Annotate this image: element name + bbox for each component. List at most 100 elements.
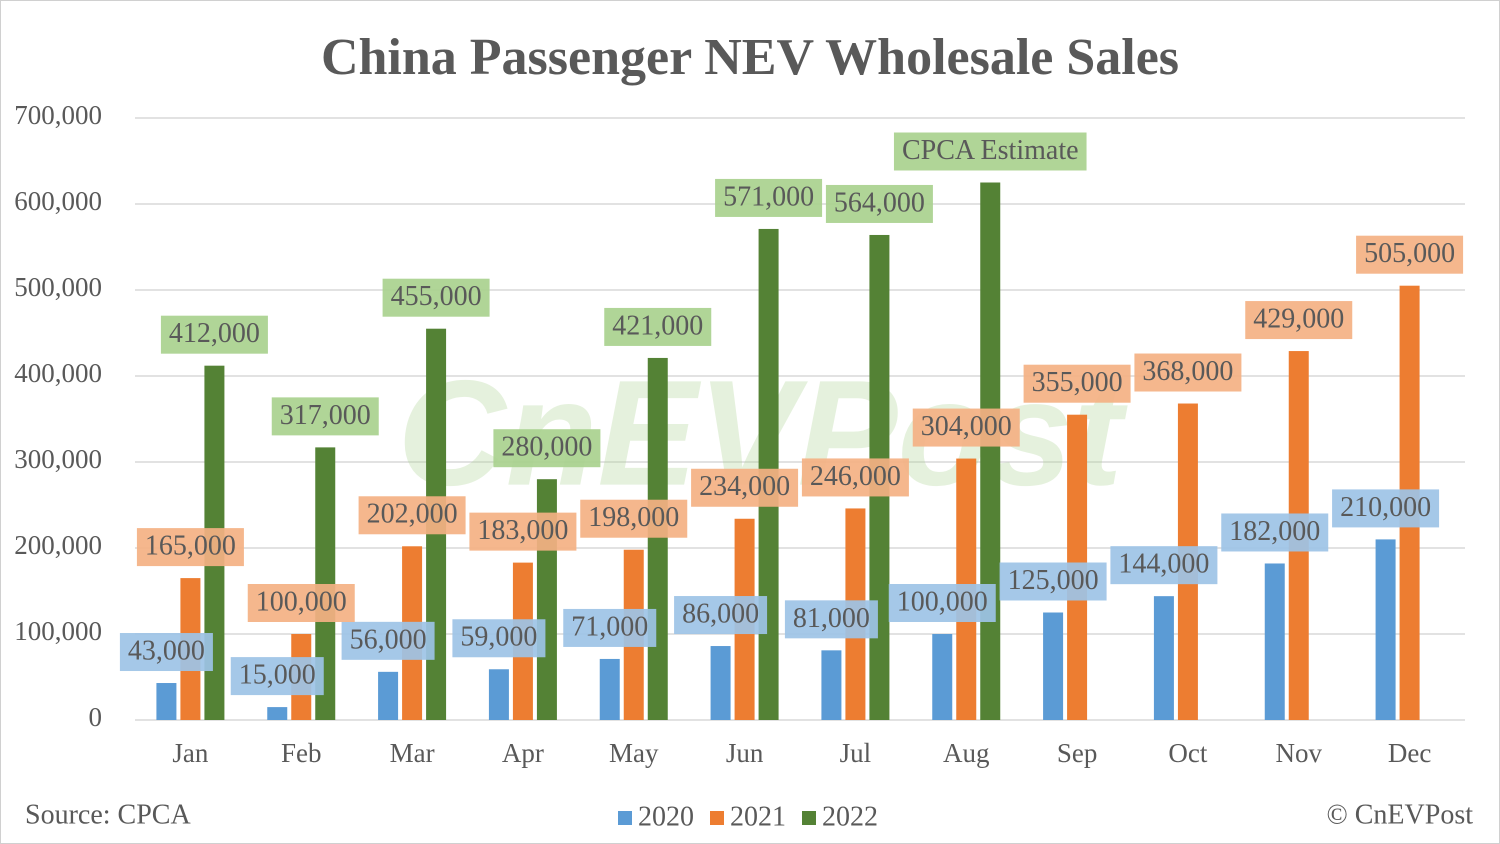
label-box	[1356, 235, 1464, 274]
data-label: 280,000	[493, 429, 601, 468]
data-label: 355,000	[1032, 367, 1123, 398]
data-label: 412,000	[169, 318, 260, 349]
label-box	[999, 562, 1107, 601]
data-label: 144,000	[1118, 549, 1209, 580]
data-label: 81,000	[793, 603, 870, 634]
data-label: 15,000	[230, 657, 324, 696]
y-tick-label: 600,000	[14, 186, 102, 216]
legend-label: 2022	[822, 801, 878, 832]
data-label: 234,000	[691, 468, 799, 507]
label-box	[358, 496, 466, 535]
label-box	[1110, 546, 1218, 585]
data-label: 429,000	[1245, 301, 1353, 340]
label-box	[825, 184, 933, 223]
data-label: 71,000	[571, 611, 648, 642]
label-box	[452, 619, 546, 658]
data-label: 198,000	[588, 502, 679, 533]
bar	[315, 447, 336, 720]
data-label: 198,000	[580, 499, 688, 538]
data-label: 355,000	[1023, 364, 1131, 403]
data-label: 202,000	[367, 499, 458, 530]
data-label: 210,000	[1332, 489, 1440, 528]
data-label: 182,000	[1229, 516, 1320, 547]
label-box	[136, 528, 244, 567]
data-label: 304,000	[912, 408, 1020, 447]
data-label: 86,000	[682, 598, 759, 629]
data-label: 455,000	[382, 278, 490, 317]
data-label: 421,000	[604, 307, 712, 346]
bar	[647, 357, 668, 720]
legend-swatch	[802, 811, 816, 825]
label-box	[1023, 364, 1131, 403]
label-box	[604, 307, 712, 346]
data-label: 165,000	[145, 531, 236, 562]
legend-swatch	[710, 811, 724, 825]
x-tick-label: Jan	[172, 738, 208, 768]
y-tick-label: 300,000	[14, 444, 102, 474]
label-box	[1134, 353, 1242, 392]
data-label: 505,000	[1356, 235, 1464, 274]
x-tick-label: Sep	[1057, 738, 1098, 768]
x-tick-label: May	[609, 738, 659, 768]
legend-label: 2020	[638, 801, 694, 832]
label-box	[341, 621, 435, 660]
bar	[267, 707, 288, 720]
data-label: 317,000	[271, 397, 379, 436]
data-label: 81,000	[784, 600, 878, 639]
label-box	[715, 178, 823, 217]
data-label: 100,000	[888, 584, 996, 622]
y-tick-label: 400,000	[14, 358, 102, 388]
label-box	[784, 600, 878, 639]
x-tick-label: Nov	[1276, 738, 1323, 768]
x-tick-label: Dec	[1388, 738, 1431, 768]
bar	[980, 182, 1001, 720]
data-label: 125,000	[999, 562, 1107, 601]
label-box	[493, 429, 601, 468]
label-box	[691, 468, 799, 507]
data-label: 564,000	[825, 184, 933, 223]
label-box	[160, 315, 268, 354]
bar	[1264, 563, 1285, 720]
x-tick-label: Mar	[390, 738, 435, 768]
data-label: 202,000	[358, 496, 466, 535]
data-label: 183,000	[477, 515, 568, 546]
data-label: 412,000	[160, 315, 268, 354]
data-label: 421,000	[612, 310, 703, 341]
bar	[1043, 612, 1064, 720]
y-tick-label: 0	[89, 702, 103, 732]
annotation-label: CPCA Estimate	[893, 132, 1087, 171]
bar	[1375, 539, 1396, 720]
data-label: 246,000	[801, 458, 909, 497]
data-label: 455,000	[391, 281, 482, 312]
y-tick-label: 700,000	[14, 100, 102, 130]
data-label: 368,000	[1134, 353, 1242, 392]
data-label: 71,000	[563, 608, 657, 647]
label-box	[382, 278, 490, 317]
data-label: 15,000	[239, 660, 316, 691]
data-label: 144,000	[1110, 546, 1218, 585]
x-tick-label: Feb	[281, 738, 322, 768]
label-box	[1245, 301, 1353, 340]
x-tick-label: Jul	[840, 738, 872, 768]
label-box	[893, 132, 1087, 171]
data-label: 56,000	[350, 624, 427, 655]
bar	[710, 646, 731, 720]
label-box	[1332, 489, 1440, 528]
data-label: 59,000	[460, 622, 537, 653]
bar	[932, 634, 953, 720]
y-tick-label: 200,000	[14, 530, 102, 560]
data-label: 86,000	[674, 596, 768, 635]
label-box	[119, 633, 213, 672]
label-box	[580, 499, 688, 538]
label-box	[271, 397, 379, 436]
y-tick-label: 500,000	[14, 272, 102, 302]
label-box	[674, 596, 768, 635]
x-tick-label: Apr	[502, 738, 544, 768]
annotation: CPCA Estimate	[902, 135, 1079, 166]
data-label: 280,000	[501, 432, 592, 463]
data-label: 56,000	[341, 621, 435, 660]
data-label: 505,000	[1364, 238, 1455, 269]
data-label: 564,000	[834, 187, 925, 218]
label-box	[247, 584, 355, 622]
